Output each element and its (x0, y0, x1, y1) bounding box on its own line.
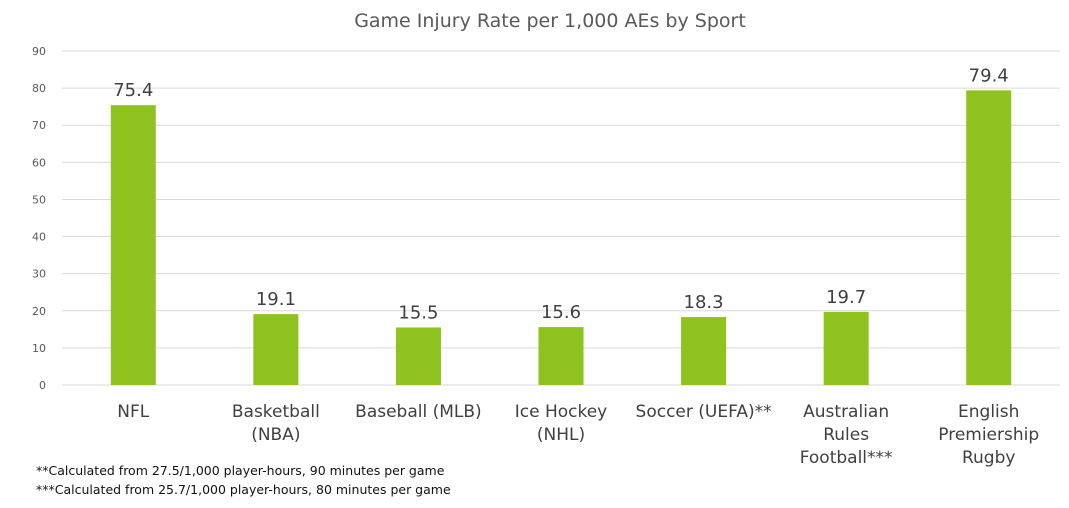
y-tick-label: 40 (32, 231, 46, 244)
y-tick-label: 50 (32, 193, 46, 206)
data-label: 15.6 (541, 302, 581, 323)
bar (110, 105, 156, 385)
x-tick-label: Soccer (UEFA)** (636, 402, 772, 422)
x-tick-label: English (958, 402, 1019, 422)
data-label: 18.3 (684, 292, 724, 313)
x-tick-label: Australian (803, 402, 889, 422)
x-tick-label: Rules (823, 425, 869, 445)
y-tick-label: 30 (32, 268, 46, 281)
x-tick-label: NFL (117, 402, 149, 422)
bar (538, 327, 584, 385)
data-label: 15.5 (398, 302, 438, 323)
data-label: 79.4 (969, 65, 1009, 86)
y-tick-label: 70 (32, 119, 46, 132)
chart-title: Game Injury Rate per 1,000 AEs by Sport (354, 10, 746, 32)
y-tick-label: 80 (32, 82, 46, 95)
x-tick-label: Baseball (MLB) (355, 402, 482, 422)
x-tick-label: Premiership (938, 425, 1039, 445)
bar (966, 90, 1012, 386)
footnotes: **Calculated from 27.5/1,000 player-hour… (36, 461, 451, 499)
bar (823, 311, 869, 385)
y-tick-label: 90 (32, 45, 46, 58)
data-label: 19.7 (826, 287, 866, 308)
y-tick-label: 60 (32, 156, 46, 169)
bar (253, 314, 299, 385)
x-tick-label: Basketball (232, 402, 320, 422)
x-tick-label: (NBA) (251, 425, 300, 445)
bar (681, 317, 727, 385)
data-label: 19.1 (256, 289, 296, 310)
x-tick-label: Football*** (800, 448, 893, 468)
y-tick-label: 20 (32, 305, 46, 318)
y-tick-label: 10 (32, 342, 46, 355)
y-tick-label: 0 (39, 379, 46, 392)
x-tick-label: Ice Hockey (515, 402, 608, 422)
data-label: 75.4 (113, 80, 153, 101)
x-tick-label: (NHL) (537, 425, 585, 445)
x-tick-label: Rugby (962, 448, 1015, 468)
bar (395, 327, 441, 385)
footnote-2: ***Calculated from 25.7/1,000 player-hou… (36, 482, 451, 497)
footnote-1: **Calculated from 27.5/1,000 player-hour… (36, 463, 445, 478)
